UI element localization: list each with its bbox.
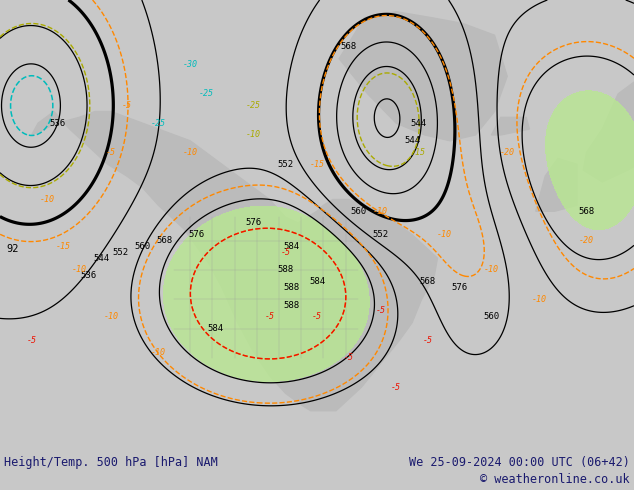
Text: 576: 576	[451, 283, 468, 292]
Text: -10: -10	[40, 195, 55, 204]
Text: We 25-09-2024 00:00 UTC (06+42): We 25-09-2024 00:00 UTC (06+42)	[409, 457, 630, 469]
Text: 588: 588	[283, 300, 300, 310]
Text: 568: 568	[157, 236, 173, 245]
Text: 544: 544	[410, 119, 427, 128]
Text: -5: -5	[312, 312, 322, 321]
Text: -20: -20	[500, 148, 515, 157]
Text: -5: -5	[344, 353, 354, 363]
Text: 588: 588	[277, 266, 294, 274]
Text: 552: 552	[372, 230, 389, 239]
Text: -5: -5	[375, 306, 385, 316]
Text: 568: 568	[340, 43, 357, 51]
Text: -15: -15	[411, 148, 426, 157]
Text: © weatheronline.co.uk: © weatheronline.co.uk	[480, 473, 630, 486]
Text: -20: -20	[579, 236, 594, 245]
Text: 544: 544	[93, 254, 110, 263]
Text: -5: -5	[423, 336, 433, 345]
Polygon shape	[32, 112, 437, 411]
Text: -25: -25	[151, 119, 166, 128]
Text: 568: 568	[420, 277, 436, 286]
Polygon shape	[583, 82, 634, 182]
Text: 588: 588	[283, 283, 300, 292]
Text: 92: 92	[6, 245, 19, 254]
Text: 560: 560	[350, 207, 366, 216]
Polygon shape	[339, 12, 507, 141]
Polygon shape	[491, 117, 529, 135]
Text: Height/Temp. 500 hPa [hPa] NAM: Height/Temp. 500 hPa [hPa] NAM	[4, 457, 218, 469]
Text: -10: -10	[72, 266, 87, 274]
Text: 560: 560	[483, 312, 500, 321]
Text: -5: -5	[27, 336, 37, 345]
Text: -5: -5	[264, 312, 275, 321]
Text: 536: 536	[49, 119, 65, 128]
Text: -5: -5	[122, 101, 132, 110]
Text: 568: 568	[578, 207, 595, 216]
Text: -25: -25	[198, 89, 214, 98]
Text: 584: 584	[283, 242, 300, 251]
Text: -5: -5	[391, 383, 401, 392]
Text: -10: -10	[373, 207, 388, 216]
Text: -5: -5	[280, 248, 290, 257]
Text: -5: -5	[106, 148, 116, 157]
Text: -15: -15	[309, 160, 325, 169]
Text: 552: 552	[277, 160, 294, 169]
Text: 544: 544	[404, 136, 420, 146]
Text: 576: 576	[245, 219, 262, 227]
Text: -10: -10	[151, 347, 166, 357]
Text: 584: 584	[309, 277, 325, 286]
Text: 576: 576	[188, 230, 205, 239]
Text: -10: -10	[103, 312, 119, 321]
Text: -10: -10	[246, 130, 261, 140]
Text: -10: -10	[183, 148, 198, 157]
Text: -10: -10	[484, 266, 499, 274]
Text: 584: 584	[207, 324, 224, 333]
Text: -10: -10	[436, 230, 451, 239]
Text: 552: 552	[112, 248, 129, 257]
Polygon shape	[295, 369, 339, 393]
Text: -10: -10	[531, 294, 547, 304]
Polygon shape	[536, 158, 577, 211]
Text: -30: -30	[183, 60, 198, 69]
Text: -25: -25	[246, 101, 261, 110]
Text: 560: 560	[134, 242, 151, 251]
Text: 536: 536	[81, 271, 97, 280]
Text: -15: -15	[56, 242, 71, 251]
